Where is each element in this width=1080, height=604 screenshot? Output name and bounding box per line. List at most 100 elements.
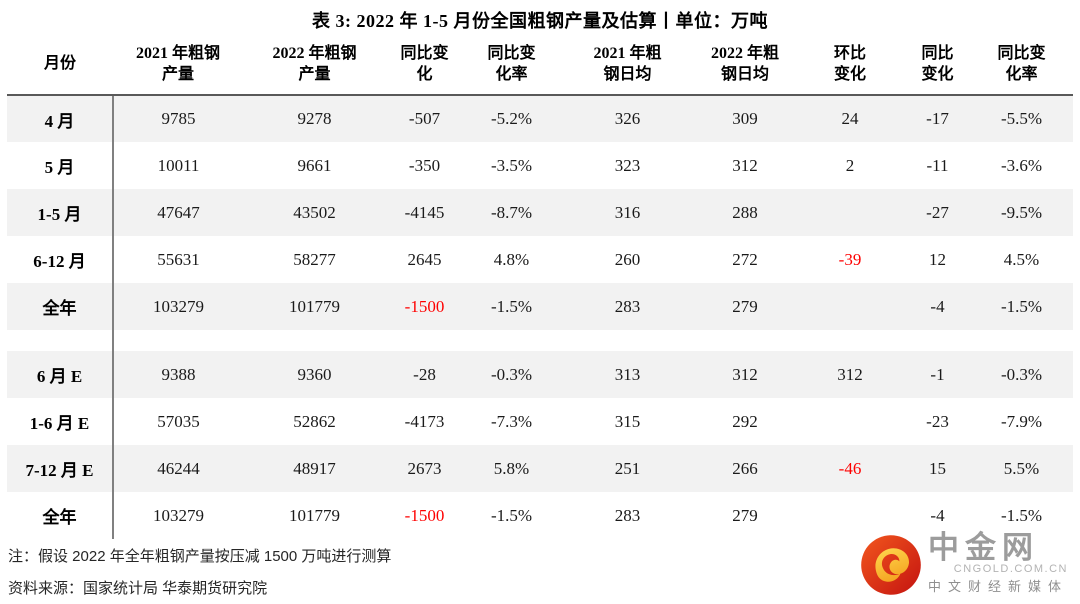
header-row: 月份 2021 年粗钢 产量 2022 年粗钢 产量 同比变化同比变 化率 2021 年粗 钢日… [7,33,1073,96]
value-cell-daily-2021: 315 [614,411,641,431]
month-cell: 全年 [7,492,114,539]
value-cell-mom-change: -39 [838,249,862,269]
value-cell-yoy-change: 2645 [407,249,442,269]
column-header-prod-2021: 2021 年粗钢 产量 [113,33,243,96]
value-cell-prod-2022: 9360 [243,351,386,398]
cngold-logo-text: 中金网 CNGOLD.COM.CN 中文财经新媒体 [927,530,1068,596]
value-cell-yoy-rate-daily: 5.5% [970,445,1073,492]
value-cell-prod-2021: 103279 [153,505,204,525]
footnotes: 注：假设 2022 年全年粗钢产量按压减 1500 万吨进行测算 资料来源：国家… [8,545,1080,598]
month-cell: 6-12 月 [7,236,114,283]
table-title: 表 3: 2022 年 1-5 月份全国粗钢产量及估算丨单位：万吨 [312,11,768,31]
table-row: 5 月 10011 9661 -350 -3.5% 323 312 2 -11 -3.6% [7,142,1073,189]
column-header-daily-2021: 2021 年粗 钢日均 [560,33,695,96]
spacer-row [7,330,1073,351]
value-cell-yoy-change: -1500 [404,505,445,525]
value-cell-yoy-rate-daily: -3.6% [1000,155,1043,175]
value-cell-yoy-change-daily: 12 [929,249,946,269]
value-cell-mom-change [795,398,905,445]
value-cell-yoy-change-daily: -11 [926,155,949,175]
assumption-note: 注：假设 2022 年全年粗钢产量按压减 1500 万吨进行测算 [8,548,392,565]
value-cell-prod-2021: 9785 [113,95,243,142]
table-row: 全年 103279 101779 -1500 -1.5% 283 279 -4 -1.5% [7,492,1073,539]
cngold-name: 中金网 [927,530,1039,565]
value-cell-yoy-rate-daily: -7.9% [1000,411,1043,431]
value-cell-daily-2022: 312 [732,155,758,175]
month-cell: 1-5 月 [7,189,114,236]
value-cell-daily-2022: 288 [695,189,795,236]
value-cell-yoy-change-rate: -1.5% [490,505,533,525]
value-cell-yoy-rate-daily: -5.5% [970,95,1073,142]
column-header-prod-2022: 2022 年粗钢 产量 [243,33,386,96]
value-cell-daily-2022: 272 [732,249,758,269]
value-cell-yoy-change: -1500 [386,283,463,330]
value-cell-daily-2021: 316 [560,189,695,236]
month-cell: 4 月 [7,95,114,142]
value-cell-yoy-rate-daily: -1.5% [1000,505,1043,525]
value-cell-mom-change: -46 [795,445,905,492]
column-header-yoy-change: 同比变化 [386,33,463,96]
cngold-swirl-icon [861,534,921,595]
value-cell-mom-change [795,492,905,539]
value-cell-daily-2022: 309 [695,95,795,142]
spacer-month-cell [7,330,114,351]
value-cell-yoy-change-daily: 15 [905,445,970,492]
value-cell-mom-change: 312 [795,351,905,398]
value-cell-yoy-change-daily: -27 [905,189,970,236]
value-cell-mom-change: 24 [795,95,905,142]
cngold-logo: 中金网 CNGOLD.COM.CN 中文财经新媒体 [860,530,1068,596]
value-cell-prod-2021: 103279 [113,283,243,330]
value-cell-daily-2022: 279 [732,505,758,525]
steel-production-table: 月份 2021 年粗钢 产量 2022 年粗钢 产量 同比变化同比变 化率 2021 年粗 钢日… [7,33,1073,539]
value-cell-yoy-rate-daily: 4.5% [1003,249,1040,269]
value-cell-prod-2022: 101779 [243,283,386,330]
value-cell-daily-2021: 323 [614,155,641,175]
table-row: 全年 103279 101779 -1500 -1.5% 283 279 -4 -1.5% [7,283,1073,330]
value-cell-prod-2022: 48917 [243,445,386,492]
value-cell-mom-change [795,189,905,236]
value-cell-mom-change [795,283,905,330]
value-cell-prod-2022: 101779 [289,505,340,525]
spacer-cell [113,330,1073,351]
value-cell-yoy-change: -28 [386,351,463,398]
value-cell-yoy-rate-daily: -0.3% [970,351,1073,398]
value-cell-prod-2022: 52862 [293,411,336,431]
value-cell-daily-2022: 312 [695,351,795,398]
value-cell-prod-2022: 9661 [297,155,332,175]
value-cell-yoy-change-daily: -1 [905,351,970,398]
value-cell-yoy-change: -4173 [404,411,445,431]
value-cell-yoy-change-rate: -0.3% [463,351,560,398]
column-header-daily-2022: 2022 年粗 钢日均 [695,33,795,96]
value-cell-daily-2021: 283 [614,505,641,525]
column-header-month: 月份 [7,33,113,96]
value-cell-yoy-change-rate: -7.3% [490,411,533,431]
value-cell-prod-2021: 55631 [157,249,200,269]
value-cell-daily-2021: 283 [560,283,695,330]
month-cell: 1-6 月 E [7,398,114,445]
month-cell: 7-12 月 E [7,445,114,492]
table-row: 4 月 9785 9278 -507 -5.2% 326 309 24 -17 -5.5% [7,95,1073,142]
value-cell-daily-2021: 251 [560,445,695,492]
value-cell-prod-2021: 9388 [113,351,243,398]
value-cell-yoy-rate-daily: -1.5% [970,283,1073,330]
table-row: 6-12 月 55631 58277 2645 4.8% 260 272 -39 12 4.5% [7,236,1073,283]
value-cell-yoy-change-rate: -3.5% [490,155,533,175]
value-cell-daily-2021: 313 [560,351,695,398]
value-cell-yoy-change-rate: -5.2% [463,95,560,142]
value-cell-daily-2022: 279 [695,283,795,330]
column-header-mom-change: 环比 变化 [795,33,905,96]
value-cell-yoy-change-rate: -8.7% [463,189,560,236]
value-cell-prod-2022: 58277 [293,249,336,269]
column-header-yoy-change-rate: 同比变 化率 [463,33,560,96]
value-cell-daily-2021: 260 [614,249,641,269]
column-header-yoy-rate-daily: 同比变 化率 [970,33,1073,96]
value-cell-daily-2022: 292 [732,411,758,431]
value-cell-yoy-change-rate: 5.8% [463,445,560,492]
value-cell-prod-2021: 46244 [113,445,243,492]
value-cell-yoy-change-daily: -4 [930,505,945,525]
table-header: 月份 2021 年粗钢 产量 2022 年粗钢 产量 同比变化同比变 化率 2021 年粗 钢日… [7,33,1073,96]
cngold-tagline: 中文财经新媒体 [927,579,1068,594]
value-cell-prod-2021: 47647 [113,189,243,236]
